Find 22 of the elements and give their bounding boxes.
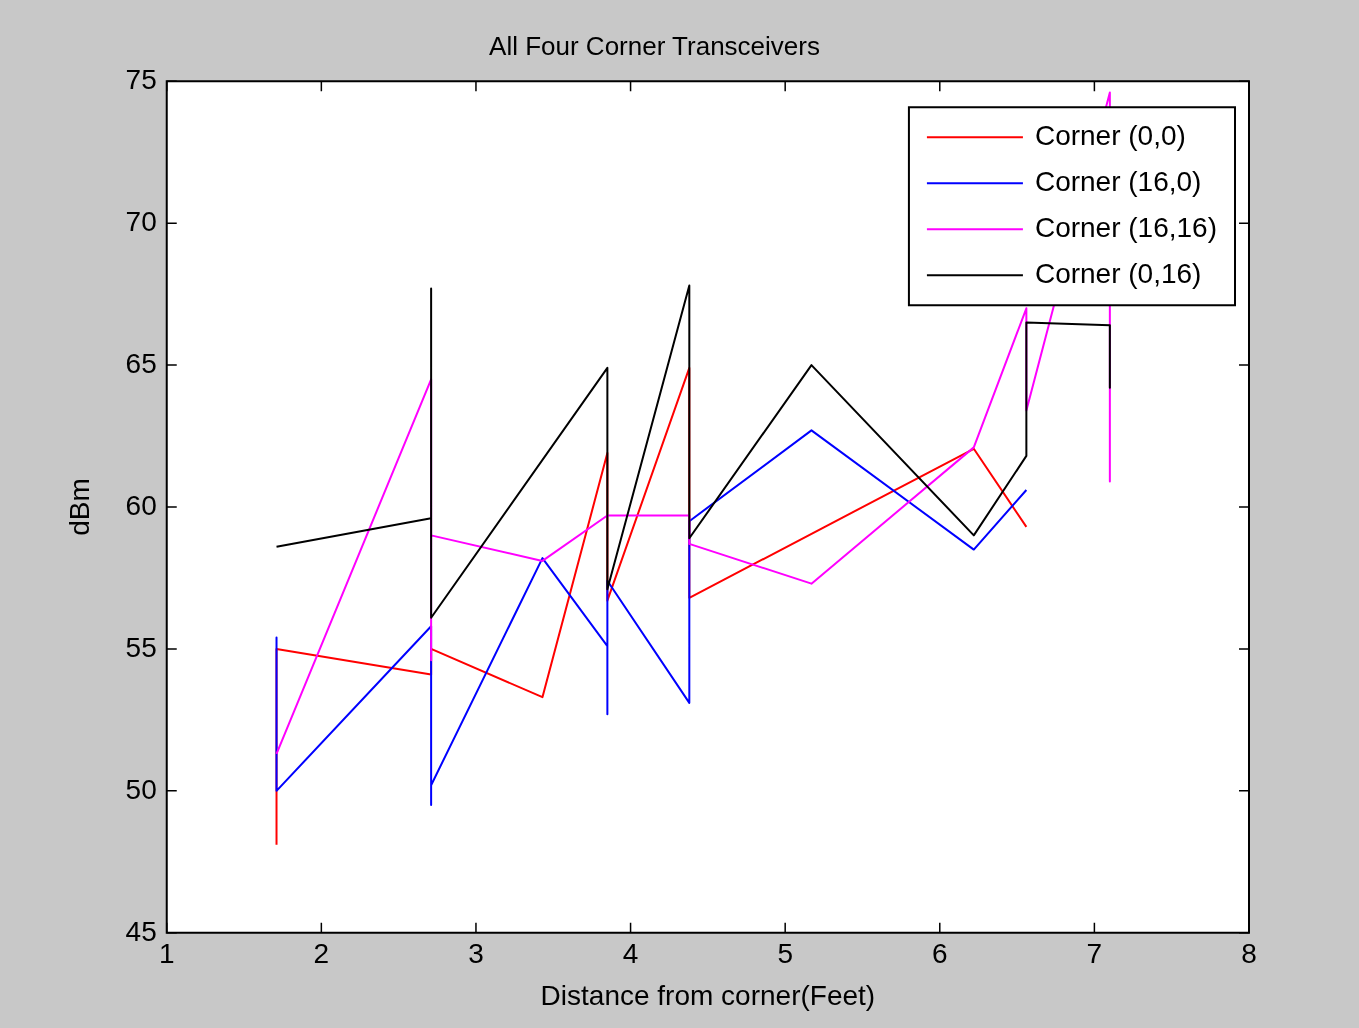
y-tick-label: 50 — [125, 773, 157, 805]
y-tick-label: 55 — [125, 631, 157, 663]
x-tick-label: 2 — [313, 938, 330, 970]
legend-label: Corner (0,16) — [1034, 257, 1202, 289]
y-tick-label: 60 — [125, 489, 157, 521]
x-axis-title: Distance from corner(Feet) — [540, 979, 876, 1011]
x-tick-label: 7 — [1086, 938, 1103, 970]
x-tick-label: 8 — [1241, 938, 1257, 970]
x-tick-label: 6 — [932, 938, 948, 970]
legend-label: Corner (16,0) — [1034, 165, 1202, 197]
x-tick-label: 5 — [777, 938, 793, 970]
x-tick-label: 4 — [622, 938, 639, 970]
y-tick-label: 70 — [125, 205, 157, 237]
x-tick-label: 1 — [158, 938, 175, 970]
y-tick-label: 45 — [125, 915, 157, 947]
legend-label: Corner (16,16) — [1034, 211, 1218, 243]
y-tick-label: 65 — [125, 347, 157, 379]
x-tick-label: 3 — [468, 938, 484, 970]
chart-title: All Four Corner Transceivers — [489, 30, 820, 61]
y-tick-label: 75 — [125, 63, 157, 95]
y-axis-title: dBm — [63, 478, 95, 536]
legend-label: Corner (0,0) — [1034, 119, 1186, 151]
